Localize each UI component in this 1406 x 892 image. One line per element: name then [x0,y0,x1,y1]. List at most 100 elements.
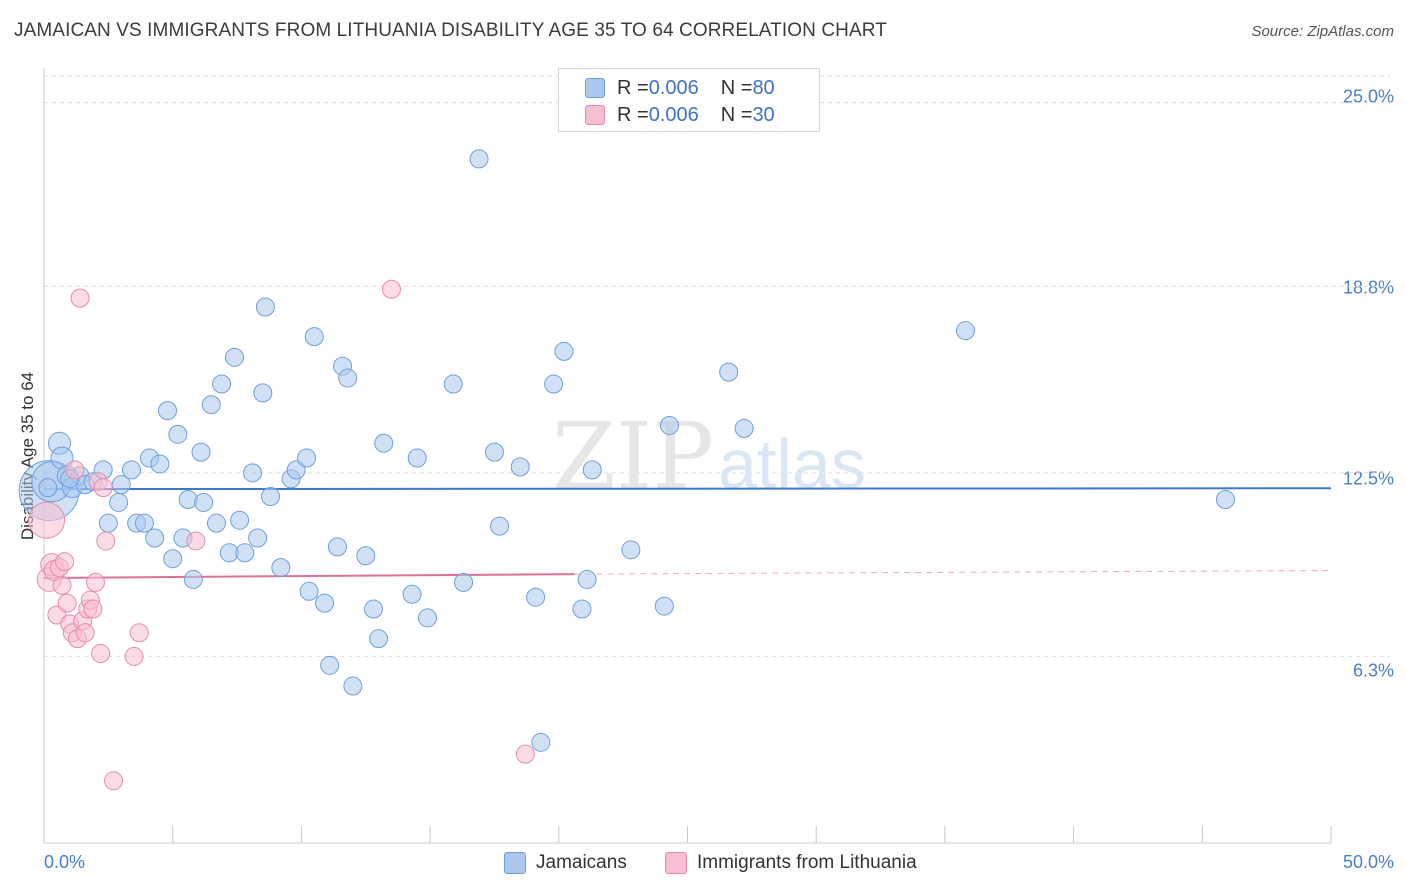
y-tick-label: 18.8% [1342,277,1394,298]
legend-row-jamaicans: R = 0.006 N = 80 [585,76,775,100]
point-lithuania [381,279,401,299]
correlation-legend: R = 0.006 N = 80 R = 0.006 N = 30 [558,68,820,132]
point-jamaican [454,572,474,592]
point-jamaican [38,478,58,498]
point-jamaican [212,374,232,394]
point-jamaican [183,569,203,589]
legend-n-value: 30 [752,103,775,126]
bottom-legend-label: Jamaicans [536,852,627,873]
point-jamaican [206,513,226,533]
point-lithuania [28,501,66,539]
point-jamaican [469,149,489,169]
point-jamaican [526,587,546,607]
legend-row-lithuania: R = 0.006 N = 30 [585,103,775,127]
point-jamaican [163,549,183,569]
trend-lines [43,487,1332,579]
point-jamaican [654,596,674,616]
point-jamaican [235,543,255,563]
point-jamaican [261,487,281,507]
x-tick-label-min: 0.0% [44,852,86,872]
point-jamaican [248,528,268,548]
point-jamaican [554,341,574,361]
point-jamaican [510,457,530,477]
chart-title: JAMAICAN VS IMMIGRANTS FROM LITHUANIA DI… [14,20,887,41]
point-lithuania [57,593,77,613]
legend-n-value: 80 [752,76,775,99]
legend-r-value: 0.006 [648,103,699,126]
legend-r-value: 0.006 [648,76,699,99]
point-jamaican [191,442,211,462]
bottom-legend-swatch-blue [504,852,526,874]
point-lithuania [186,531,206,551]
point-jamaican [304,327,324,347]
y-tick-label: 25.0% [1342,86,1394,107]
point-lithuania [83,599,103,619]
point-jamaican [369,629,389,649]
point-lithuania [91,643,111,663]
point-jamaican [271,558,291,578]
point-lithuania [75,623,95,643]
point-jamaican [544,374,564,394]
point-jamaican [194,492,214,512]
point-jamaican [418,608,438,628]
point-jamaican [1215,489,1235,509]
point-lithuania [103,771,123,791]
point-lithuania [55,552,75,572]
gridlines [44,75,1390,657]
point-jamaican [98,513,118,533]
point-jamaican [315,593,335,613]
point-jamaican [621,540,641,560]
point-jamaican [297,448,317,468]
point-jamaican [230,510,250,530]
watermark-atlas: atlas [718,425,866,503]
trend-line-extension [574,570,1332,575]
point-jamaican [134,513,154,533]
point-jamaican [363,599,383,619]
point-jamaican [122,460,142,480]
point-jamaican [158,401,178,421]
point-jamaican [374,433,394,453]
point-jamaican [582,460,602,480]
x-tick-label-max: 50.0% [1342,852,1394,872]
point-lithuania [52,575,72,595]
point-jamaican [734,418,754,438]
point-jamaican [242,463,262,483]
point-jamaican [443,374,463,394]
point-jamaican [490,516,510,536]
point-lithuania [65,460,85,480]
y-tick-label: 6.3% [1352,660,1394,681]
point-jamaican [253,383,273,403]
point-jamaican [719,362,739,382]
watermark-zip: ZIP [552,403,714,510]
bottom-legend-swatch-pink [665,852,687,874]
point-jamaican [168,424,188,444]
point-jamaican [402,584,422,604]
trend-line-lithuania [43,573,575,579]
point-jamaican [659,415,679,435]
point-jamaican [343,676,363,696]
point-lithuania [85,572,105,592]
point-jamaican [327,537,347,557]
axes [43,68,1332,844]
point-lithuania [124,646,144,666]
point-jamaican [201,395,221,415]
point-jamaican [299,581,319,601]
point-jamaican [356,546,376,566]
legend-swatch-pink [585,105,605,125]
point-jamaican [407,448,427,468]
point-lithuania [93,478,113,498]
point-jamaican [338,368,358,388]
legend-swatch-blue [585,78,605,98]
point-lithuania [129,623,149,643]
point-lithuania [96,531,116,551]
point-jamaican [255,297,275,317]
y-tick-label: 12.5% [1342,468,1394,489]
point-jamaican [955,321,975,341]
point-jamaican [109,492,129,512]
point-jamaican [484,442,504,462]
trend-line-jamaicans [43,487,1332,491]
point-lithuania [515,744,535,764]
legend-r-label: R = [617,103,649,126]
legend-n-label: N = [720,76,753,99]
